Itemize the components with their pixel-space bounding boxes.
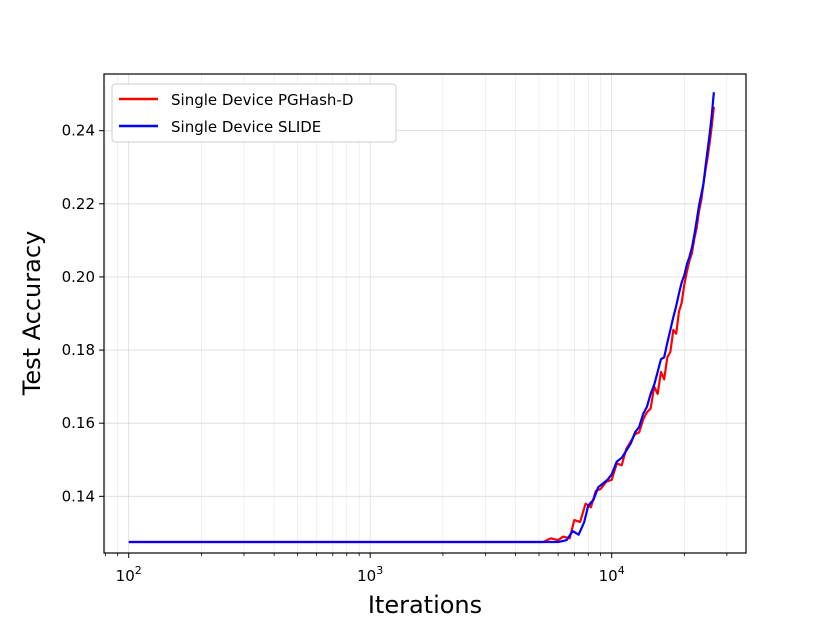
grid-lines bbox=[104, 74, 746, 553]
plot-area-frame bbox=[103, 73, 747, 554]
x-tick-label: 104 bbox=[599, 564, 625, 585]
y-tick-label: 0.18 bbox=[62, 341, 95, 359]
y-tick-label: 0.24 bbox=[62, 122, 95, 140]
x-axis-ticks: 102 103 104 bbox=[104, 553, 728, 585]
y-tick-label: 0.16 bbox=[62, 414, 95, 432]
legend: Single Device PGHash-D Single Device SLI… bbox=[111, 83, 397, 143]
series-line-1 bbox=[128, 106, 715, 544]
y-tick-label: 0.14 bbox=[62, 487, 95, 505]
x-tick-label: 102 bbox=[116, 564, 142, 585]
x-tick-label: 103 bbox=[357, 564, 383, 585]
x-axis-title: Iterations bbox=[368, 591, 482, 619]
legend-box bbox=[111, 83, 397, 143]
legend-label-slide: Single Device SLIDE bbox=[171, 118, 321, 136]
y-axis-ticks: 0.14 0.16 0.18 0.20 0.22 0.24 bbox=[62, 122, 104, 505]
series-lines bbox=[128, 92, 715, 544]
y-tick-label: 0.20 bbox=[62, 268, 95, 286]
y-axis-title: Test Accuracy bbox=[18, 231, 46, 396]
legend-label-pghash: Single Device PGHash-D bbox=[171, 91, 353, 109]
y-tick-label: 0.22 bbox=[62, 195, 95, 213]
series-line-2 bbox=[128, 92, 715, 544]
